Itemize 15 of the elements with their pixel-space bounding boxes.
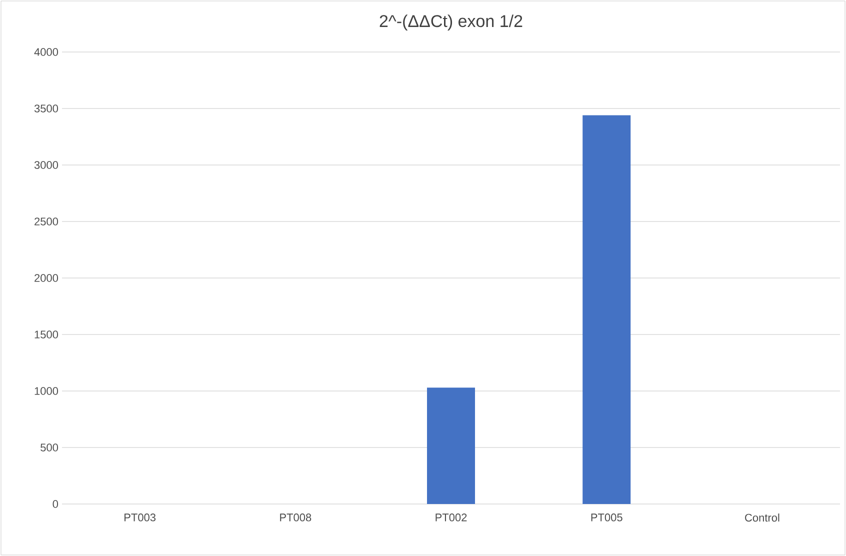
y-tick-label: 4000 [34,48,58,56]
x-tick-label: PT002 [436,514,467,522]
y-tick-label: 3000 [34,161,58,169]
y-tick-label: 2000 [34,274,58,282]
y-tick-label: 1500 [34,330,58,338]
x-tick-label: PT005 [591,514,622,522]
chart-title: 2^-(ΔΔCt) exon 1/2 [380,14,522,30]
y-tick-label: 3500 [34,104,58,112]
x-tick-label: PT008 [280,514,312,522]
x-tick-label: Control [745,514,780,522]
y-tick-label: 0 [52,500,58,508]
x-tick-label: PT003 [124,514,156,522]
y-tick-label: 2500 [34,218,58,226]
y-tick-label: 500 [40,444,58,452]
y-tick-label: 1000 [34,387,58,395]
